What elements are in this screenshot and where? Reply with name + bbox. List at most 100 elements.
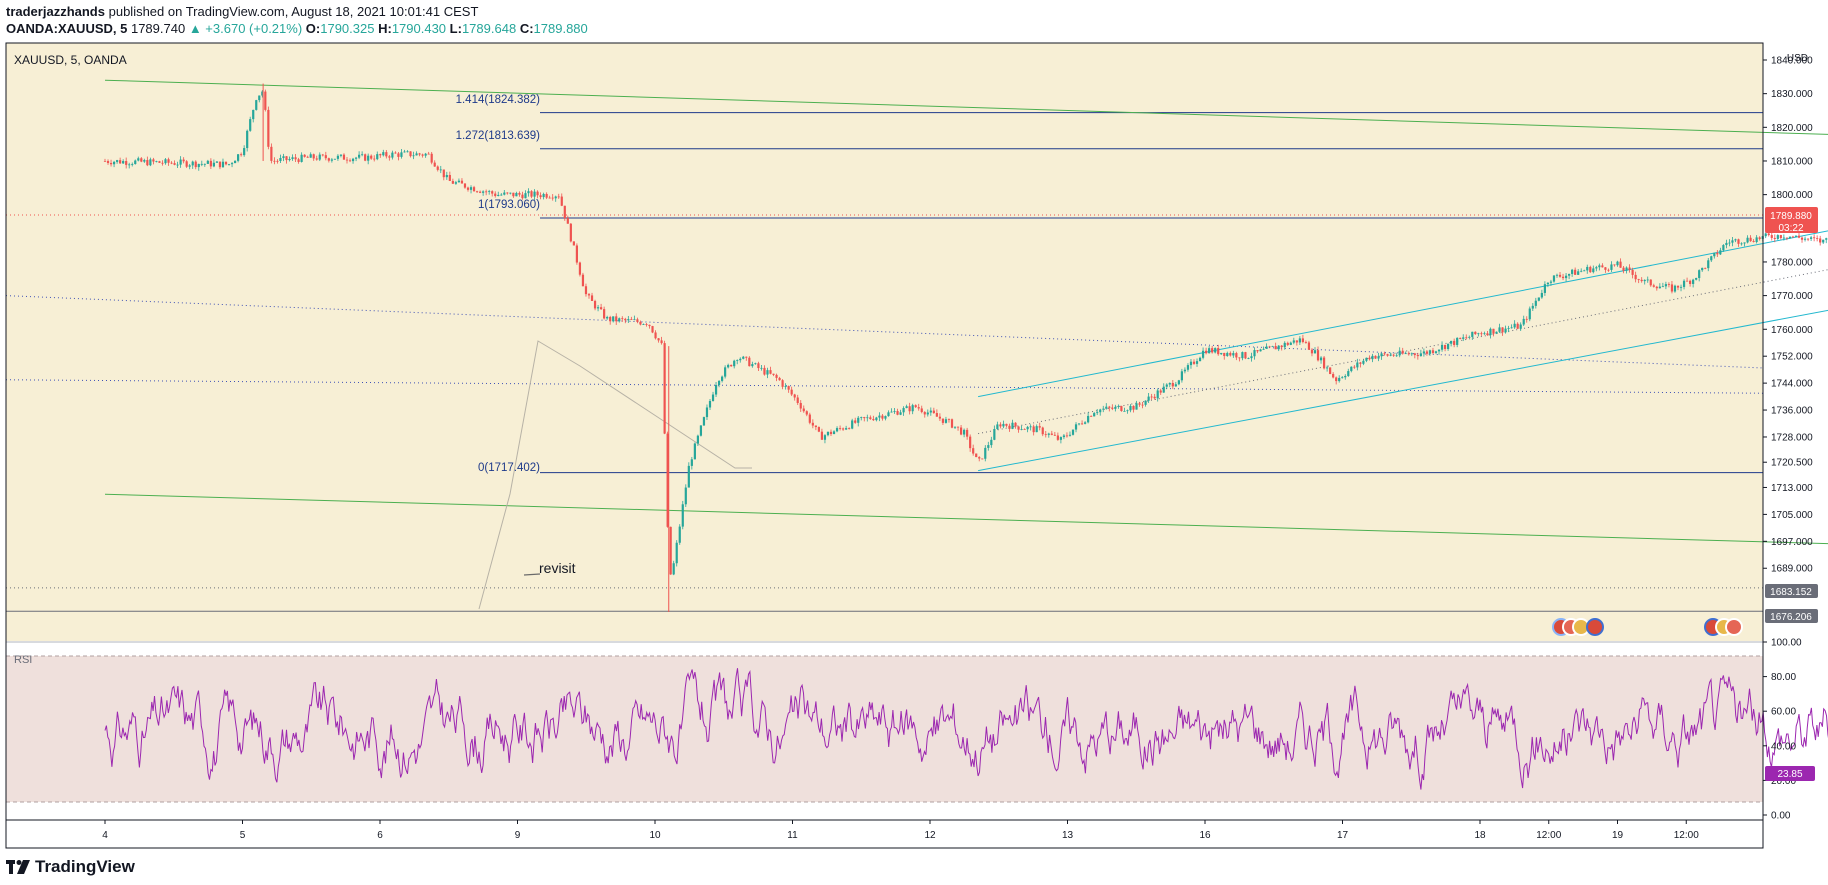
candle-body (1368, 357, 1371, 360)
candle-body (1226, 352, 1229, 357)
tradingview-logo[interactable]: TradingView (6, 857, 135, 877)
flag-us-icon[interactable] (1725, 618, 1743, 636)
candle-body (896, 411, 899, 415)
candle-body (787, 386, 790, 390)
candle-body (128, 164, 131, 166)
candle-body (1616, 261, 1619, 266)
candle-body (1601, 265, 1604, 268)
candle-body (1111, 407, 1114, 409)
candle-body (249, 119, 252, 131)
candle-body (627, 319, 630, 321)
candle-body (790, 389, 793, 395)
candle-body (917, 407, 920, 409)
candle-body (1767, 233, 1770, 236)
candle-body (406, 151, 409, 153)
candle-body (1208, 348, 1211, 354)
symbol-label: OANDA:XAUUSD, 5 (6, 21, 128, 36)
candle-body (612, 316, 615, 322)
y-tick-label: 1713.000 (1771, 483, 1813, 494)
y-tick-label: 1736.000 (1771, 406, 1813, 417)
candle-body (1099, 409, 1102, 413)
candle-body (1407, 353, 1410, 355)
candle-body (152, 159, 155, 162)
candle-body (488, 191, 491, 193)
candle-body (197, 163, 200, 168)
candle-body (702, 417, 706, 426)
candle-body (1607, 269, 1610, 271)
candle-body (1513, 323, 1516, 328)
candle-body (1443, 345, 1447, 349)
candle-body (1377, 356, 1380, 359)
candle-body (1734, 239, 1737, 241)
candle-body (433, 162, 436, 167)
candle-body (624, 318, 627, 321)
upper-trendline (104, 79, 1828, 135)
candle-body (1649, 279, 1652, 286)
candle-body (1788, 236, 1792, 239)
candle-body (1096, 412, 1099, 414)
candle-body (194, 161, 197, 168)
candle-body (1580, 270, 1583, 272)
countdown-timer: 03:22 (1778, 223, 1803, 234)
candle-body (1531, 305, 1534, 309)
x-tick-label: 12:00 (1674, 830, 1699, 841)
candle-body (403, 151, 406, 153)
candle-body (1211, 348, 1214, 353)
candle-body (294, 157, 297, 160)
time-axis[interactable]: 4 5 6 9 10 11 12 13 16 17 18 12:00 19 12:00 (102, 820, 1699, 841)
candle-body (267, 109, 270, 147)
candle-body (321, 154, 324, 156)
candle-body (1374, 355, 1377, 359)
candle-body (721, 376, 724, 381)
candle-body (1105, 406, 1108, 409)
candle-body (539, 195, 542, 198)
candle-body (1546, 282, 1550, 285)
candle-body (1138, 403, 1141, 405)
event-icons-left[interactable] (1552, 618, 1604, 636)
y-tick-label: 1820.000 (1771, 123, 1813, 134)
candle-body (1141, 404, 1144, 406)
x-tick-label: 6 (377, 830, 383, 841)
level-a-value: 1683.152 (1770, 587, 1812, 598)
candle-body (1462, 337, 1465, 339)
candle-body (1673, 285, 1677, 292)
price-axis[interactable]: 1840.000 1830.000 1820.000 1810.000 1800.000… (1763, 56, 1813, 575)
candle-body (149, 159, 152, 166)
candle-body (1232, 353, 1235, 356)
candle-body (306, 156, 309, 158)
candle-body (1268, 346, 1271, 348)
candle-body (442, 169, 445, 178)
author-name[interactable]: traderjazzhands (6, 4, 105, 19)
candle-body (485, 191, 488, 193)
candle-body (497, 194, 500, 196)
close-label: C: (519, 21, 534, 36)
candle-body (1658, 286, 1661, 289)
candle-body (1053, 434, 1056, 436)
candle-body (1017, 426, 1020, 430)
candle-body (609, 316, 612, 322)
candle-body (651, 326, 654, 333)
candle-body (270, 146, 273, 161)
candle-body (963, 429, 966, 435)
rsi-tick-label: 60.00 (1771, 707, 1796, 718)
event-icons-right[interactable] (1704, 618, 1743, 636)
candle-body (1819, 238, 1822, 243)
candle-body (1274, 346, 1277, 350)
candle-body (155, 161, 158, 163)
flag-us-icon[interactable] (1586, 618, 1604, 636)
candle-body (557, 196, 560, 198)
candle-body (209, 160, 212, 167)
candle-body (606, 316, 609, 319)
candle-body (826, 431, 830, 436)
candle-body (134, 160, 137, 165)
candle-body (829, 431, 833, 435)
candle-body (479, 191, 482, 193)
candle-body (1758, 237, 1761, 239)
candle-body (672, 563, 675, 575)
candle-body (1147, 396, 1150, 401)
candle-body (1731, 240, 1734, 243)
candle-body (1577, 271, 1580, 275)
candle-body (1084, 422, 1087, 424)
candle-body (1685, 280, 1689, 282)
